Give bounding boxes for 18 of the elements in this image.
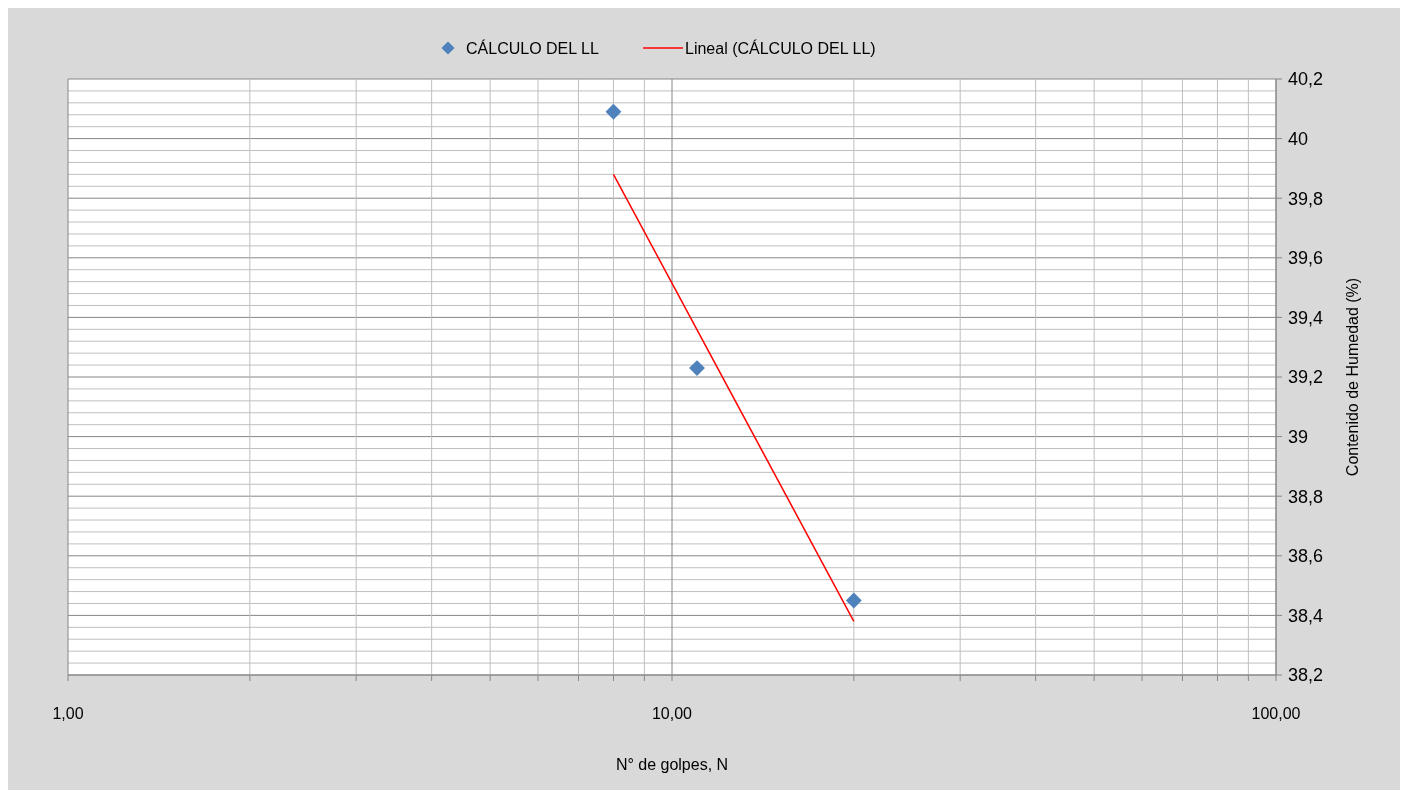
y-tick-label: 38,4 [1288, 605, 1324, 626]
y-tick-label: 40 [1288, 128, 1309, 149]
x-tick-label: 10,00 [651, 705, 693, 722]
y-tick-label: 38,6 [1288, 546, 1324, 567]
y-tick-label: 38,8 [1288, 486, 1324, 507]
y-tick-label: 39,8 [1288, 188, 1324, 209]
y-tick-label: 39,2 [1288, 367, 1324, 388]
y-tick-label: 39,6 [1288, 248, 1324, 269]
y-tick-label: 40,2 [1288, 69, 1324, 90]
y-axis-title: Contenido de Humedad (%) [1344, 277, 1361, 477]
legend-label: CÁLCULO DEL LL [466, 38, 599, 57]
x-tick-label: 100,00 [1251, 705, 1301, 722]
legend-label: Lineal (CÁLCULO DEL LL) [685, 38, 876, 57]
y-tick-label: 38,2 [1288, 665, 1324, 686]
y-tick-label: 39,4 [1288, 307, 1324, 328]
x-axis-title: N° de golpes, N [615, 756, 729, 773]
y-tick-label: 39 [1288, 426, 1309, 447]
x-tick-label: 1,00 [52, 705, 84, 722]
